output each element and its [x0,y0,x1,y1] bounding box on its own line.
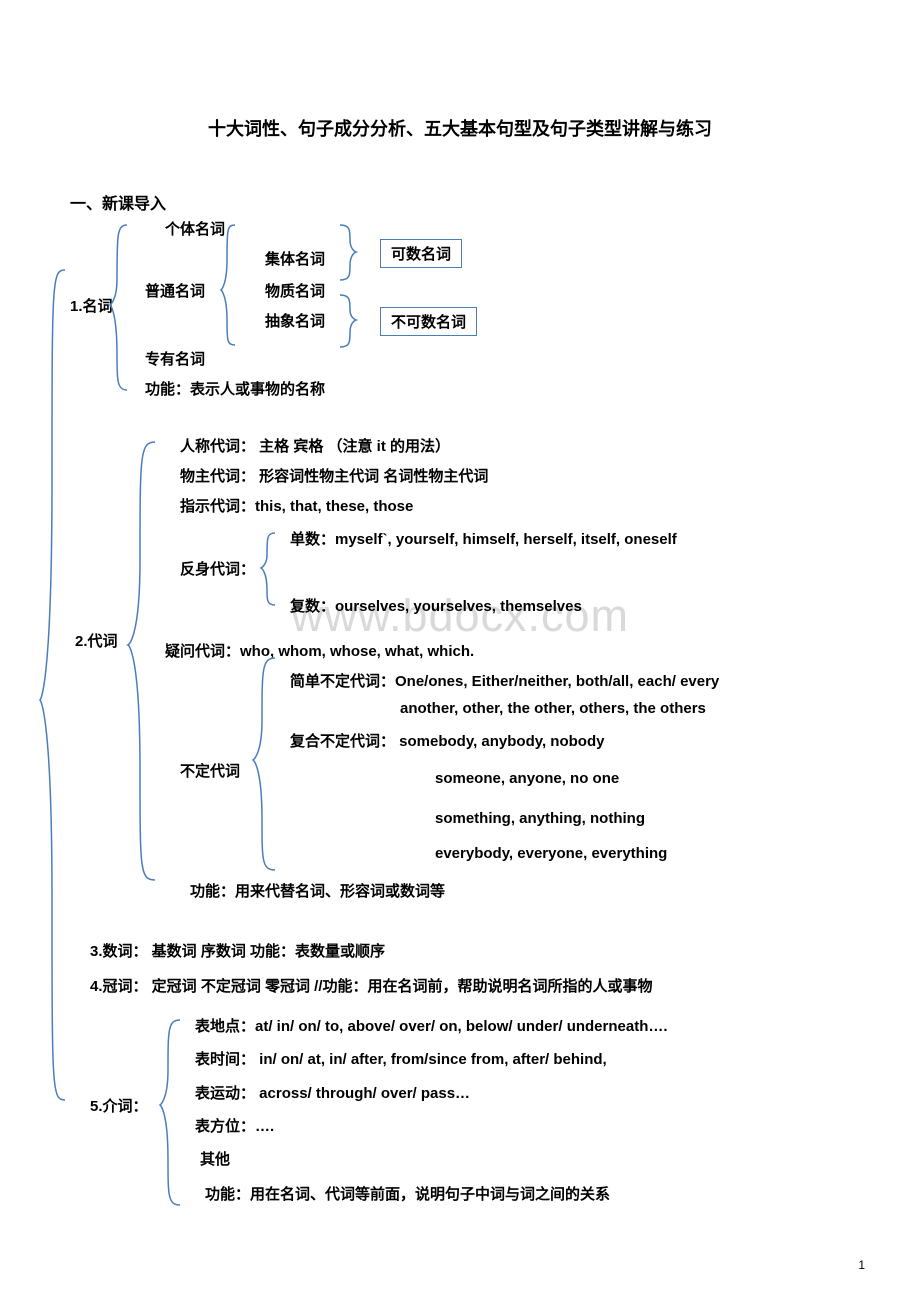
pronoun-indef-compound: 复合不定代词： somebody, anybody, nobody [290,730,604,751]
pronoun-interrogative: 疑问代词：who, whom, whose, what, which. [165,640,474,661]
noun-material: 物质名词 [265,280,325,301]
prep-motion: 表运动： across/ through/ over/ pass… [195,1082,470,1103]
pronoun-function: 功能：用来代替名词、形容词或数词等 [190,880,445,901]
pronoun-indef-simple: 简单不定代词：One/ones, Either/neither, both/al… [290,670,719,691]
uncountable-box: 不可数名词 [380,307,477,336]
noun-proper: 专有名词 [145,348,205,369]
article-line: 4.冠词： 定冠词 不定冠词 零冠词 //功能：用在名词前，帮助说明名词所指的人… [90,975,653,996]
pronoun-indef-something: something, anything, nothing [435,810,645,827]
prep-time: 表时间： in/ on/ at, in/ after, from/since f… [195,1048,607,1069]
pronoun-possessive: 物主代词： 形容词性物主代词 名词性物主代词 [180,465,488,486]
pronoun-reflexive-plur: 复数：ourselves, yourselves, themselves [290,595,582,616]
preposition-label: 5.介词： [90,1095,148,1116]
pronoun-indef-someone: someone, anyone, no one [435,770,619,787]
noun-individual: 个体名词 [165,218,225,239]
pronoun-reflexive: 反身代词： [180,558,255,579]
numeral-line: 3.数词： 基数词 序数词 功能：表数量或顺序 [90,940,385,961]
pronoun-label: 2.代词 [75,630,118,651]
noun-label: 1.名词 [70,295,113,316]
pronoun-indef-another: another, other, the other, others, the o… [400,700,706,717]
prep-place: 表地点：at/ in/ on/ to, above/ over/ on, bel… [195,1015,668,1036]
pronoun-indef: 不定代词 [180,760,240,781]
pronoun-demonstrative: 指示代词：this, that, these, those [180,495,413,516]
prep-function: 功能：用在名词、代词等前面，说明句子中词与词之间的关系 [205,1183,610,1204]
noun-abstract: 抽象名词 [265,310,325,331]
page-number: 1 [858,1258,865,1272]
countable-box: 可数名词 [380,239,462,268]
pronoun-personal: 人称代词： 主格 宾格 （注意 it 的用法） [180,435,450,456]
noun-common: 普通名词 [145,280,205,301]
prep-other: 其他 [200,1148,230,1169]
prep-direction: 表方位：…. [195,1115,274,1136]
noun-function: 功能：表示人或事物的名称 [145,378,325,399]
noun-collective: 集体名词 [265,248,325,269]
pronoun-indef-everybody: everybody, everyone, everything [435,845,667,862]
pronoun-reflexive-sing: 单数：myself`, yourself, himself, herself, … [290,528,677,549]
document-title: 十大词性、句子成分分析、五大基本句型及句子类型讲解与练习 [0,115,920,141]
section-header: 一、新课导入 [70,190,166,214]
